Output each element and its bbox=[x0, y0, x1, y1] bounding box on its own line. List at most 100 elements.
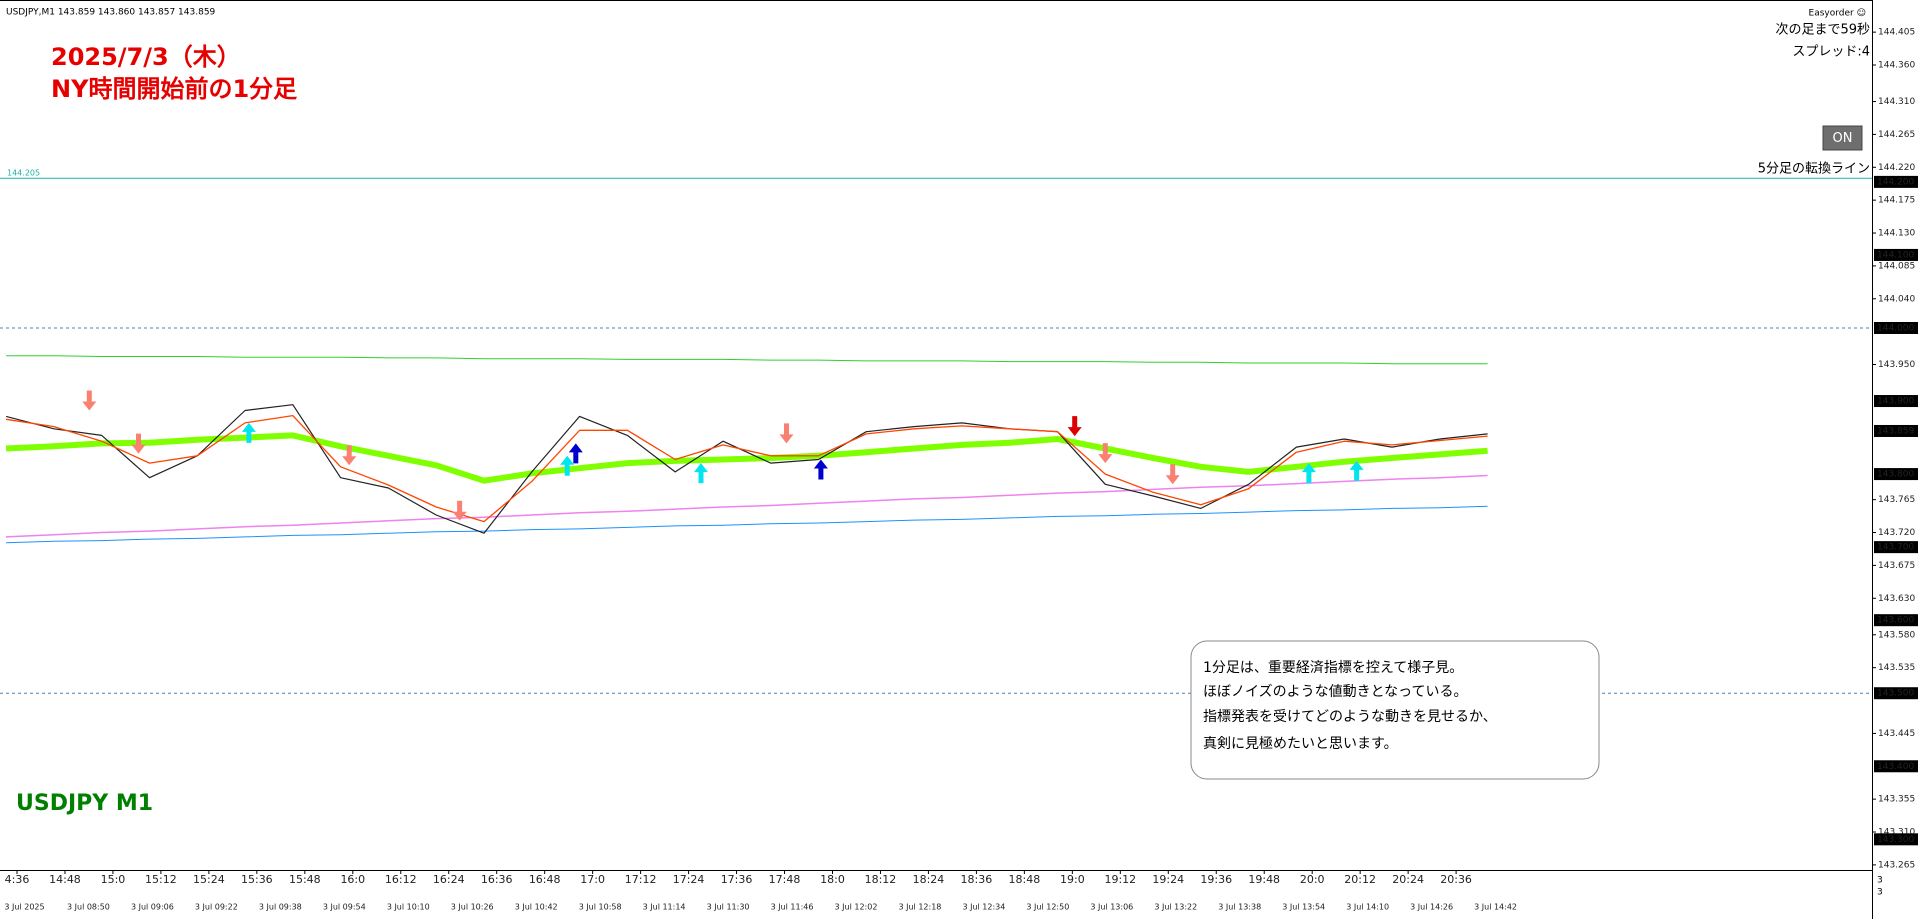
signal-arrow bbox=[131, 433, 146, 454]
axes: 144.405 144.360 144.310 144.265 144.220 144.1… bbox=[4, 28, 1918, 912]
price-label: 143.500 bbox=[1877, 689, 1914, 699]
price-label-bg bbox=[1874, 321, 1918, 334]
x-date-label: 3 Jul 14:10 bbox=[1346, 903, 1389, 912]
x-tick-label: 15:48 bbox=[289, 873, 321, 886]
x-tick-label: 18:36 bbox=[961, 873, 993, 886]
x-date-label: 3 Jul 09:22 bbox=[195, 903, 238, 912]
price-label: 143.859 bbox=[1877, 426, 1914, 436]
price-label: 143.900 bbox=[1877, 397, 1914, 407]
signal-arrow bbox=[342, 445, 357, 466]
x-date-label: 3 Jul 12:50 bbox=[1026, 903, 1069, 912]
title-line-2: NY時間開始前の1分足 bbox=[51, 75, 297, 103]
x-tick-label: 17:12 bbox=[625, 873, 657, 886]
y-tick-label: 143.720 bbox=[1878, 528, 1915, 538]
x-date-label: 3 Jul 09:38 bbox=[259, 903, 302, 912]
price-label-bg bbox=[1874, 687, 1918, 700]
price-line bbox=[5, 432, 1488, 484]
price-label-bg bbox=[1874, 248, 1918, 261]
price-line bbox=[6, 505, 1488, 544]
price-label-bg bbox=[1874, 833, 1918, 846]
x-tick-label: 16:48 bbox=[529, 873, 561, 886]
price-label-bg bbox=[1874, 760, 1918, 773]
x-tick-label: 20:12 bbox=[1344, 873, 1376, 886]
note-line: 指標発表を受けてどのような動きを見せるか、 bbox=[1203, 709, 1497, 725]
x-tick-label: 19:12 bbox=[1104, 873, 1136, 886]
x-date-label: 3 Jul 10:58 bbox=[579, 903, 622, 912]
price-label-bg bbox=[1874, 395, 1918, 408]
x-date-label: 3 Jul 10:10 bbox=[387, 903, 430, 912]
price-label-bg bbox=[1874, 541, 1918, 554]
price-label: 143.300 bbox=[1877, 835, 1914, 845]
x-tick-label: 19:0 bbox=[1060, 873, 1085, 886]
x-tick-label: 20:36 bbox=[1440, 873, 1472, 886]
corner-label: 3 bbox=[1877, 888, 1883, 898]
x-date-label: 3 Jul 11:14 bbox=[643, 903, 686, 912]
x-tick-label: 17:24 bbox=[673, 873, 705, 886]
x-date-label: 3 Jul 08:50 bbox=[67, 903, 110, 912]
x-tick-label: 15:12 bbox=[145, 873, 177, 886]
easyorder-label: Easyorder ☺ bbox=[1809, 8, 1866, 19]
x-tick-label: 15:36 bbox=[241, 873, 273, 886]
signal-arrow bbox=[568, 443, 583, 464]
x-date-label: 3 Jul 09:06 bbox=[131, 903, 174, 912]
y-tick-label: 143.580 bbox=[1878, 630, 1915, 640]
x-date-label: 3 Jul 11:30 bbox=[707, 903, 750, 912]
line-label: 5分足の転換ライン bbox=[1758, 162, 1870, 177]
price-label: 143.400 bbox=[1877, 762, 1914, 772]
x-tick-label: 19:36 bbox=[1200, 873, 1232, 886]
price-label: 144.100 bbox=[1877, 250, 1914, 260]
button-bg[interactable] bbox=[1822, 125, 1863, 151]
x-tick-label: 16:24 bbox=[433, 873, 465, 886]
x-tick-label: 15:0 bbox=[101, 873, 126, 886]
symbol-info: USDJPY,M1 143.859 143.860 143.857 143.85… bbox=[6, 8, 216, 18]
note-box bbox=[1190, 640, 1600, 780]
x-tick-label: 18:12 bbox=[865, 873, 897, 886]
x-tick-label: 15:24 bbox=[193, 873, 225, 886]
y-tick-label: 143.675 bbox=[1878, 561, 1915, 571]
y-tick-label: 144.310 bbox=[1878, 97, 1915, 107]
y-tick-label: 143.765 bbox=[1878, 495, 1915, 505]
note-line: 1分足は、重要経済指標を控えて様子見。 bbox=[1203, 660, 1463, 676]
signal-arrow bbox=[1098, 443, 1113, 464]
countdown: 次の足まで59秒 bbox=[1775, 22, 1870, 38]
y-tick-label: 143.310 bbox=[1878, 828, 1915, 838]
note-line: 真剣に見極めたいと思います。 bbox=[1203, 736, 1398, 752]
x-tick-label: 16:0 bbox=[340, 873, 365, 886]
x-date-label: 3 Jul 13:38 bbox=[1218, 903, 1261, 912]
x-date-label: 3 Jul 13:06 bbox=[1090, 903, 1133, 912]
x-date-label: 3 Jul 13:54 bbox=[1282, 903, 1325, 912]
y-tick-label: 143.355 bbox=[1878, 795, 1915, 805]
x-tick-label: 18:48 bbox=[1009, 873, 1041, 886]
signal-arrow bbox=[813, 459, 828, 480]
y-tick-label: 143.950 bbox=[1878, 360, 1915, 370]
x-tick-label: 14:48 bbox=[49, 873, 81, 886]
x-date-label: 3 Jul 14:42 bbox=[1474, 903, 1517, 912]
price-line bbox=[6, 355, 1488, 365]
signal-arrow bbox=[452, 500, 467, 521]
y-tick-label: 144.360 bbox=[1878, 61, 1915, 71]
signal-arrow bbox=[560, 455, 575, 476]
x-tick-label: 18:24 bbox=[913, 873, 945, 886]
y-tick-label: 144.085 bbox=[1878, 261, 1915, 271]
y-tick-label: 144.220 bbox=[1878, 163, 1915, 173]
x-date-label: 3 Jul 12:02 bbox=[835, 903, 878, 912]
on-button[interactable]: ON bbox=[1822, 125, 1863, 151]
x-tick-label: 16:12 bbox=[385, 873, 417, 886]
x-date-label: 3 Jul 12:34 bbox=[962, 903, 1005, 912]
x-date-label: 3 Jul 14:26 bbox=[1410, 903, 1453, 912]
spread: スプレッド:4 bbox=[1792, 45, 1870, 60]
line-price-label: 144.205 bbox=[7, 169, 40, 178]
signal-arrow bbox=[241, 422, 256, 443]
x-tick-label: 4:36 bbox=[5, 873, 30, 886]
x-tick-label: 20:0 bbox=[1300, 873, 1325, 886]
button-label[interactable]: ON bbox=[1833, 131, 1853, 146]
y-tick-label: 143.445 bbox=[1878, 729, 1915, 739]
y-tick-label: 144.130 bbox=[1878, 229, 1915, 239]
note-line: ほぼノイズのような値動きとなっている。 bbox=[1203, 684, 1467, 700]
signal-arrow bbox=[1165, 464, 1180, 485]
signal-arrow bbox=[1067, 416, 1082, 437]
x-tick-label: 18:0 bbox=[820, 873, 845, 886]
price-line bbox=[6, 414, 1488, 523]
